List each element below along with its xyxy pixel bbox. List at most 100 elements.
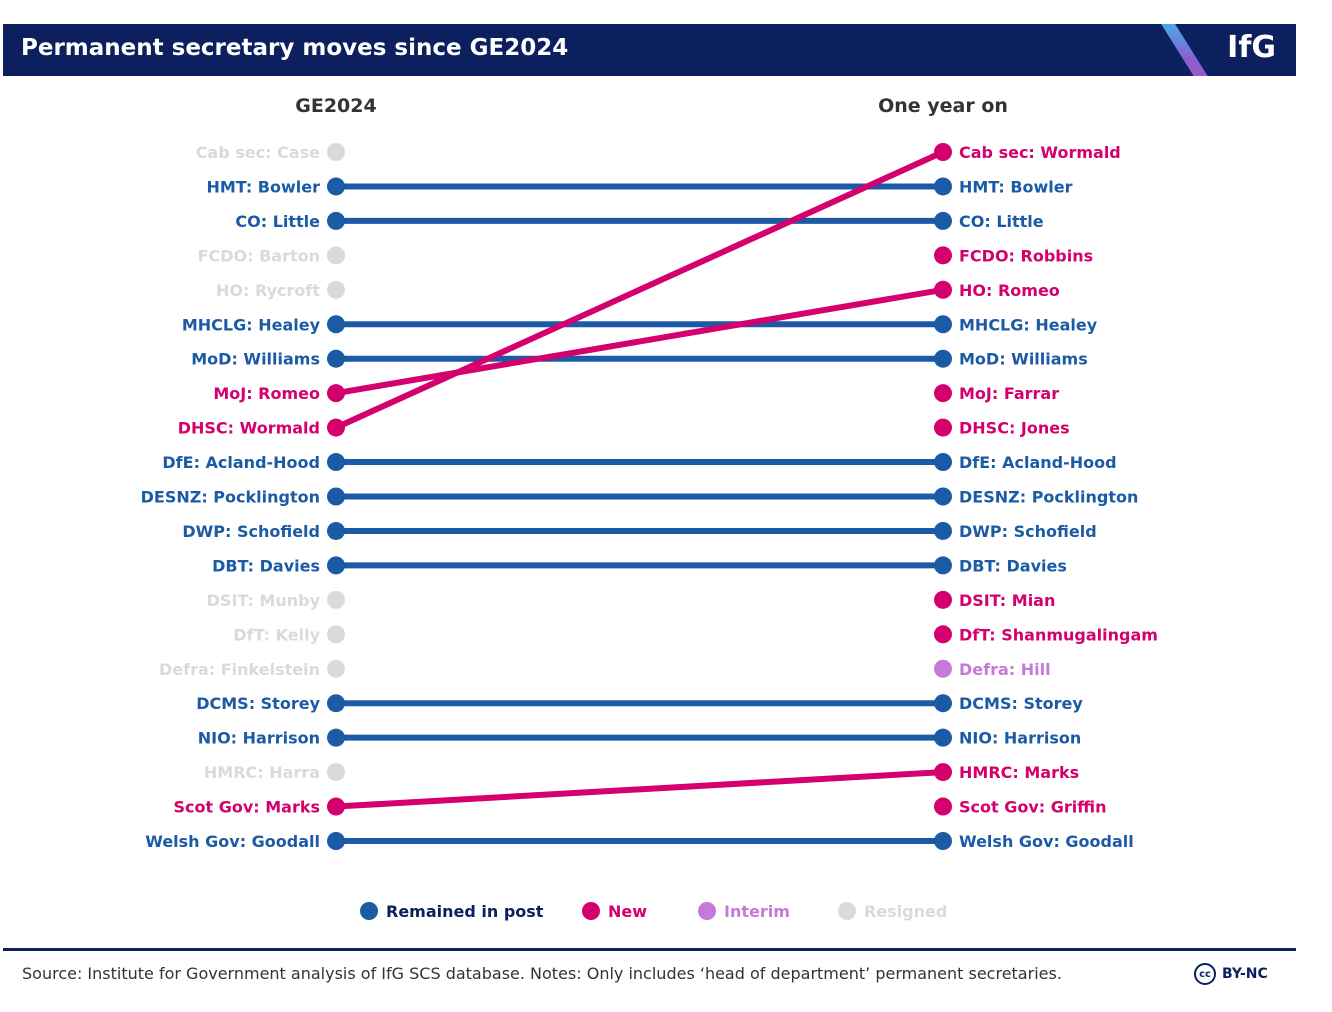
left-point xyxy=(327,832,345,850)
legend-label: Resigned xyxy=(864,902,947,921)
left-point xyxy=(327,763,345,782)
right-point xyxy=(934,832,952,850)
left-label: MHCLG: Healey xyxy=(182,315,321,334)
left-label: DWP: Schofield xyxy=(182,522,320,541)
right-point xyxy=(934,556,952,575)
right-label: DfE: Acland-Hood xyxy=(959,453,1117,472)
right-label: HMT: Bowler xyxy=(959,177,1073,196)
left-point xyxy=(327,143,345,161)
column-header-left: GE2024 xyxy=(295,95,376,117)
right-point xyxy=(934,487,952,506)
legend-marker xyxy=(582,902,600,920)
left-label: HO: Rycroft xyxy=(216,281,320,300)
right-point xyxy=(934,418,952,437)
left-point xyxy=(327,556,345,575)
right-label: DWP: Schofield xyxy=(959,522,1097,541)
left-point xyxy=(327,590,345,609)
left-label: MoD: Williams xyxy=(191,350,320,369)
right-point xyxy=(934,763,952,782)
right-point xyxy=(934,177,952,196)
left-label: MoJ: Romeo xyxy=(213,384,320,403)
right-point xyxy=(934,315,952,334)
right-point xyxy=(934,453,952,472)
right-label: HMRC: Marks xyxy=(959,763,1079,782)
footer-divider xyxy=(3,948,1296,951)
legend-marker xyxy=(838,902,856,920)
right-point xyxy=(934,143,952,161)
left-label: FCDO: Barton xyxy=(198,246,320,265)
right-label: DHSC: Jones xyxy=(959,419,1070,438)
left-point xyxy=(327,521,345,540)
left-label: HMT: Bowler xyxy=(206,177,320,196)
right-label: DCMS: Storey xyxy=(959,694,1083,713)
legend-marker xyxy=(698,902,716,920)
right-point xyxy=(934,590,952,609)
header-bar: Permanent secretary moves since GE2024 I… xyxy=(3,24,1296,76)
left-label: CO: Little xyxy=(235,212,320,231)
left-point xyxy=(327,246,345,265)
source-note: Source: Institute for Government analysi… xyxy=(22,964,1062,983)
right-label: Cab sec: Wormald xyxy=(959,143,1121,162)
left-point xyxy=(327,728,345,747)
right-label: DfT: Shanmugalingam xyxy=(959,625,1158,644)
right-point xyxy=(934,728,952,747)
right-label: DSIT: Mian xyxy=(959,591,1055,610)
right-label: NIO: Harrison xyxy=(959,729,1081,748)
right-point xyxy=(934,521,952,540)
left-point xyxy=(327,177,345,196)
left-label: HMRC: Harra xyxy=(204,763,320,782)
left-point xyxy=(327,797,345,816)
left-label: Scot Gov: Marks xyxy=(173,798,320,817)
left-label: Welsh Gov: Goodall xyxy=(145,832,320,851)
right-point xyxy=(934,625,952,644)
right-label: MoD: Williams xyxy=(959,350,1088,369)
right-point xyxy=(934,246,952,265)
left-point xyxy=(327,487,345,506)
license-text: BY-NC xyxy=(1222,966,1268,982)
left-point xyxy=(327,211,345,230)
move-line xyxy=(335,286,944,397)
legend-label: Remained in post xyxy=(386,902,544,921)
left-point xyxy=(327,384,345,403)
ifg-logo: IfG xyxy=(1227,30,1276,65)
right-label: Defra: Hill xyxy=(959,660,1051,679)
right-point xyxy=(934,280,952,299)
right-point xyxy=(934,349,952,368)
slope-chart: GE2024 One year on Cab sec: Case Cab sec: W… xyxy=(141,95,1158,921)
left-label: DCMS: Storey xyxy=(196,694,320,713)
left-label: Defra: Finkelstein xyxy=(159,660,320,679)
legend-marker xyxy=(360,902,378,920)
left-point xyxy=(327,280,345,299)
license-badge: cc BY-NC xyxy=(1194,963,1268,985)
right-label: MoJ: Farrar xyxy=(959,384,1059,403)
move-line xyxy=(334,149,945,431)
right-point xyxy=(934,797,952,816)
left-point xyxy=(327,625,345,644)
legend-label: Interim xyxy=(724,902,790,921)
left-label: DBT: Davies xyxy=(212,556,320,575)
left-label: Cab sec: Case xyxy=(196,143,320,162)
right-label: Scot Gov: Griffin xyxy=(959,798,1106,817)
creative-commons-icon: cc xyxy=(1194,963,1216,985)
right-label: Welsh Gov: Goodall xyxy=(959,832,1134,851)
left-point xyxy=(327,453,345,472)
right-point xyxy=(934,384,952,403)
move-line xyxy=(335,769,944,810)
left-point xyxy=(327,659,345,678)
right-point xyxy=(934,211,952,230)
right-label: DESNZ: Pocklington xyxy=(959,488,1138,507)
left-label: NIO: Harrison xyxy=(198,729,320,748)
right-label: FCDO: Robbins xyxy=(959,246,1093,265)
right-point xyxy=(934,659,952,678)
right-label: DBT: Davies xyxy=(959,556,1067,575)
left-point xyxy=(327,349,345,368)
right-label: HO: Romeo xyxy=(959,281,1060,300)
right-label: CO: Little xyxy=(959,212,1044,231)
legend-label: New xyxy=(608,902,647,921)
left-label: DSIT: Munby xyxy=(207,591,321,610)
left-label: DHSC: Wormald xyxy=(178,419,320,438)
left-point xyxy=(327,315,345,334)
left-label: DfT: Kelly xyxy=(233,625,320,644)
right-label: MHCLG: Healey xyxy=(959,315,1098,334)
